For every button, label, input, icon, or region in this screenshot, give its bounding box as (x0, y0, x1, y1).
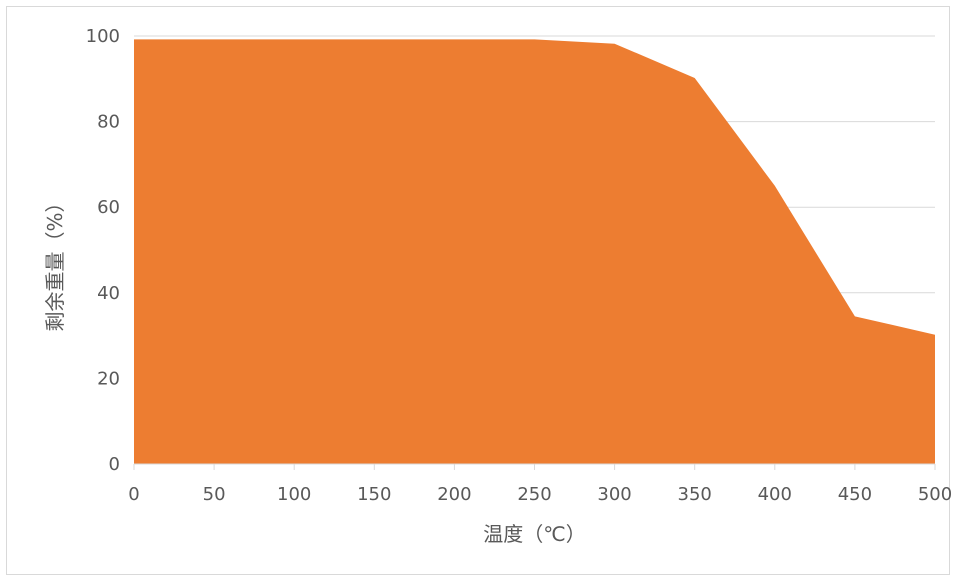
x-tick-label: 450 (838, 484, 872, 505)
x-tick-label: 100 (277, 484, 311, 505)
x-tick-label: 50 (203, 484, 226, 505)
y-tick-label: 60 (97, 197, 120, 218)
y-axis: 0 20 40 60 80 100 (86, 26, 120, 475)
y-axis-title: 剩余重量（%） (43, 192, 67, 331)
x-tick-label: 250 (517, 484, 551, 505)
x-axis-title: 温度（℃） (483, 522, 585, 546)
x-tick-label: 400 (758, 484, 792, 505)
x-axis: 0 50 100 150 200 250 300 350 400 450 500 (128, 463, 952, 505)
x-tick-label: 0 (128, 484, 139, 505)
area-series (134, 39, 935, 464)
x-tick-label: 300 (597, 484, 631, 505)
y-tick-label: 40 (97, 283, 120, 304)
x-tick-label: 200 (437, 484, 471, 505)
y-tick-label: 0 (109, 454, 120, 475)
x-tick-label: 150 (357, 484, 391, 505)
y-tick-label: 100 (86, 26, 120, 47)
y-tick-label: 20 (97, 368, 120, 389)
y-tick-label: 80 (97, 112, 120, 133)
x-tick-label: 500 (918, 484, 952, 505)
x-tick-label: 350 (678, 484, 712, 505)
